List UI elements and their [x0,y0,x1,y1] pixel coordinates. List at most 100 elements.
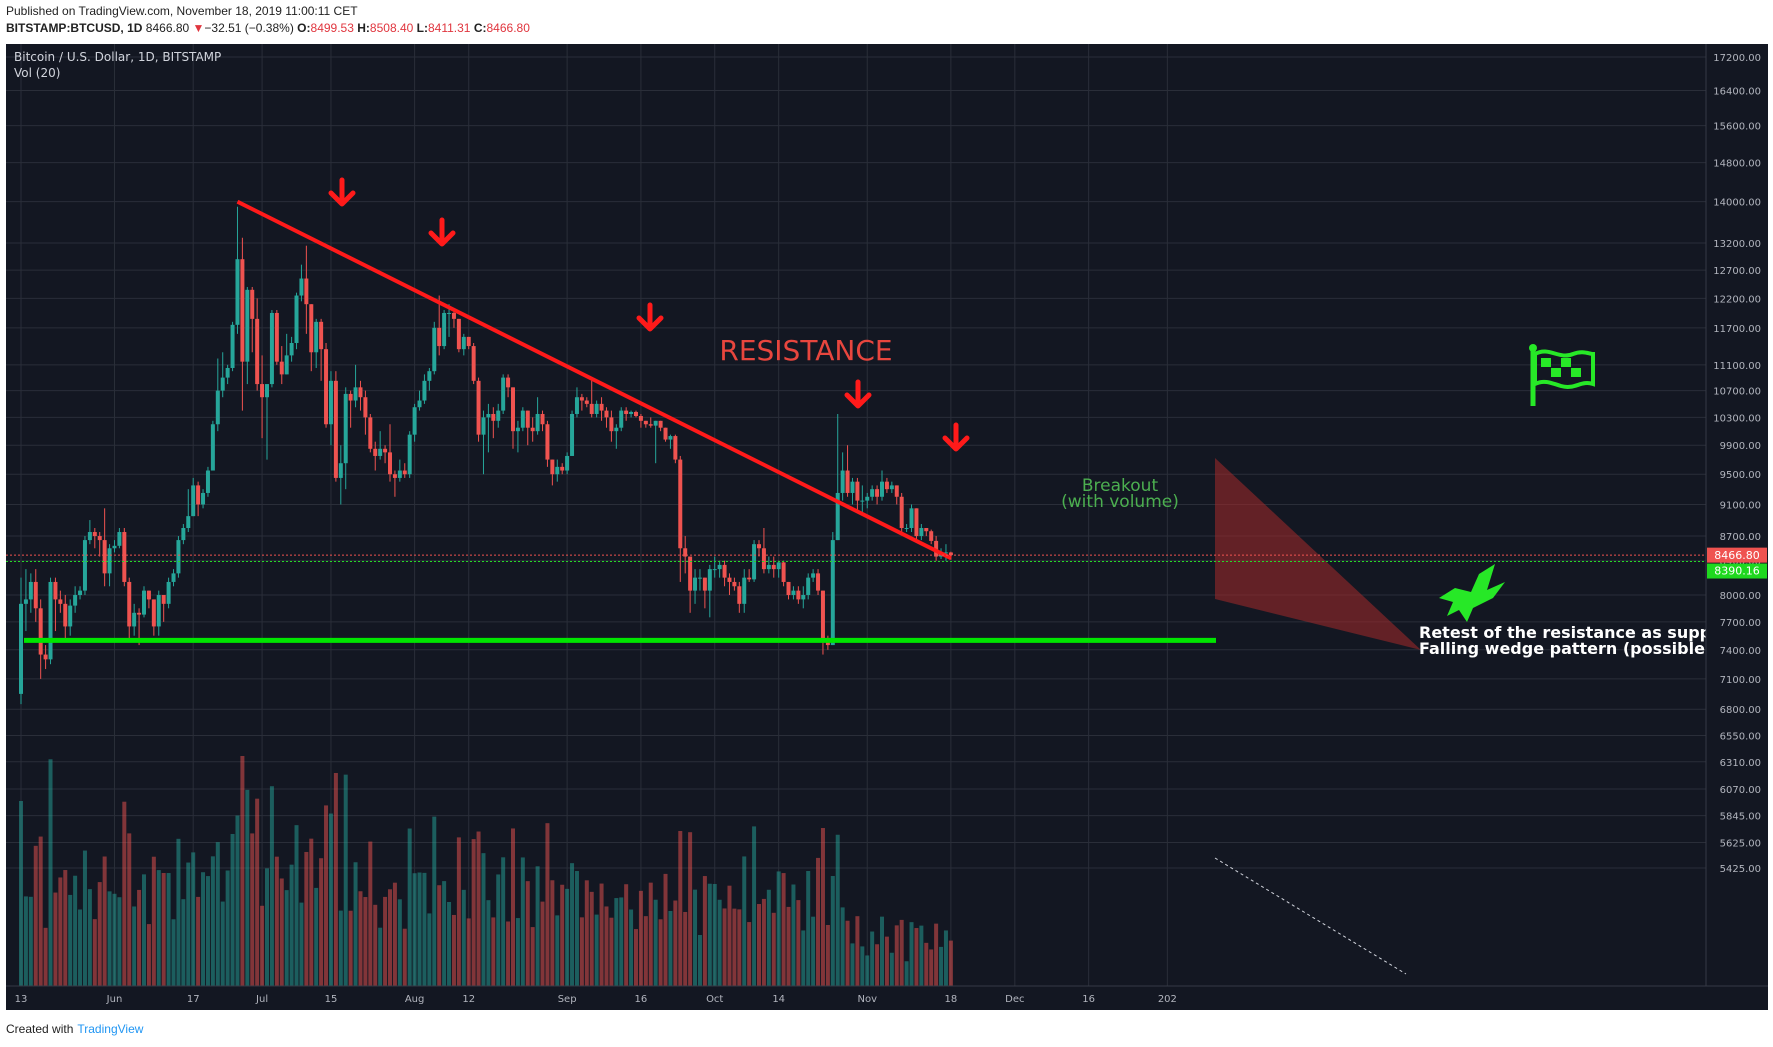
candle-body [274,312,279,362]
drawings: RESISTANCE Breakout (with volume) Retest… [24,177,1738,975]
footer: Created with TradingView [6,1022,143,1036]
time-tick-label: 202 [1158,994,1177,1005]
volume-legend: Vol (20) [14,66,60,80]
candle-body [707,569,712,591]
candle-body [166,581,171,604]
volume-bar [442,881,447,986]
volume-bar [260,905,265,986]
volume-bar [68,894,73,986]
candle-body [461,336,466,350]
candle-body [840,470,845,493]
candle-body [801,595,806,600]
candle-body [771,564,776,570]
volume-bar [161,873,166,986]
candle-body [604,410,609,418]
volume-bar [865,955,870,986]
candle-body [328,380,333,425]
candle-body [629,411,634,414]
volume-bar [43,927,48,986]
candle-body [786,581,791,596]
volume-bar [614,898,619,986]
down-arrow-icon [636,302,664,332]
candle-body [515,427,520,432]
candle-body [948,552,953,556]
volume-bar [481,853,486,986]
price-tick-label: 9100.00 [1720,500,1761,511]
candle-body [594,403,599,414]
candle-body [476,380,481,435]
candle-body [201,492,206,505]
candle-body [38,608,43,655]
candle-body [422,380,427,401]
grid [6,44,1706,986]
volume-bar [919,925,924,986]
close-label: C: [473,21,487,35]
volume-bar [63,870,68,986]
volume-bar [166,873,171,986]
candle-body [102,540,107,574]
candle-body [324,349,329,425]
time-tick-label: 18 [945,994,958,1005]
candle-body [333,380,338,478]
volume-bar [511,828,515,986]
volume-bar [889,952,894,986]
candle-body [43,654,48,660]
time-axis[interactable]: 13 Jun 17 Jul 15 Aug 12 Sep 16 Oct 14 Nov 18 Dec 16 202 [6,985,1768,1010]
volume-bar [333,773,338,986]
candle-body [737,586,742,604]
candle-body [796,590,801,600]
volume-bar [397,899,402,986]
volume-bar [766,889,771,986]
candle-body [225,367,230,378]
volume-bar [801,930,806,986]
volume-bar [392,882,397,986]
volume-bar [555,915,560,986]
price-tick-label: 14000.00 [1713,198,1761,209]
candle-body [447,312,452,314]
volume-bar [299,902,304,986]
time-tick-label: 15 [325,994,338,1005]
volume-bar [560,884,565,986]
tradingview-link[interactable]: TradingView [77,1022,144,1036]
volume-bar [245,789,250,986]
candle-body [146,590,151,600]
volume-bar [820,828,825,986]
volume-bar [102,856,107,986]
candle-body [142,590,146,615]
candle-body [766,564,771,570]
candle-body [511,387,515,432]
volume-bar [668,910,673,986]
volume-bar [948,940,953,986]
candle-body [265,384,269,398]
volume-bar [860,946,865,986]
candle-body [112,545,117,549]
volume-bar [284,890,289,986]
candle-body [299,278,304,296]
volume-bar [432,816,437,986]
candle-body [579,397,584,401]
candle-body [73,595,78,606]
last-price: 8466.80 [145,21,190,35]
candle-body [683,548,688,557]
candle-body [889,485,894,490]
volume-bar [742,856,747,986]
ohlc-line: BITSTAMP:BTCUSD, 1D 8466.80 ▼−32.51 (−0.… [6,21,530,35]
volume-bar [786,906,791,986]
candle-body [402,470,407,475]
candle-body [634,411,638,417]
candle-body [584,400,589,404]
chart-container[interactable]: RESISTANCE Breakout (with volume) Retest… [6,44,1768,1010]
volume-bar [456,837,461,986]
down-arrow-icon [428,217,456,247]
candle-body [284,355,289,375]
volume-bar [943,930,948,986]
volume-bar [146,924,151,986]
candle-body [456,318,461,350]
candle-body [191,485,196,517]
volume-bar [894,925,899,986]
chart-svg[interactable]: RESISTANCE Breakout (with volume) Retest… [6,44,1768,1010]
volume-bar [643,916,648,986]
price-axis[interactable]: 17200.00 16400.00 15600.00 14800.00 14000.00… [1705,44,1768,986]
price-tick-label: 6070.00 [1720,785,1761,796]
volume-bar [274,856,279,986]
